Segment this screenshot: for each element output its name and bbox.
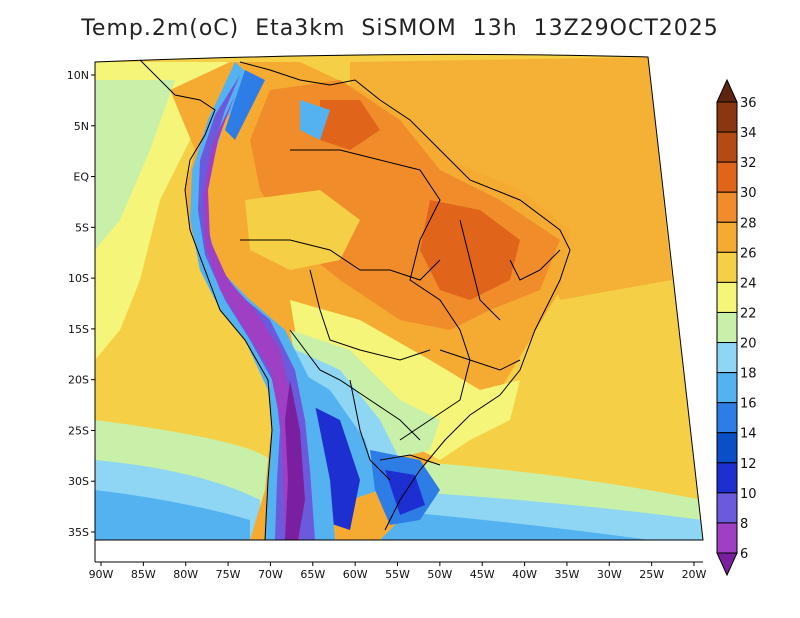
colorbar-bin [716,402,738,434]
colorbar-bin [716,492,738,524]
lat-tick-label: 15S [68,323,89,336]
colorbar-bin [716,281,738,313]
colorbar-bin [716,311,738,344]
colorbar-bin [716,101,738,133]
map-frame [94,53,704,541]
colorbar-bin [716,342,738,374]
colorbar-bin [716,131,738,163]
colorbar-bin [716,432,738,464]
longitude-ticks: 90W 85W 80W 75W 70W 65W 60W 55W 50W 45W 40W 35W 30W 2… [89,562,707,581]
colorbar-label: 32 [740,156,757,171]
latitude-ticks: 10N 5N EQ 5S 10S 15S 20S 25S 30S 35S [67,69,95,539]
lon-tick-label: 50W [427,568,452,581]
colorbar-bin [716,221,738,253]
lon-tick-label: 25W [639,568,664,581]
boundary-lines [139,59,571,541]
colorbar-label: 34 [740,126,757,141]
lon-tick-label: 60W [343,568,368,581]
colorbar-label: 24 [740,276,757,291]
colorbar-max-triangle [716,78,738,103]
lon-tick-label: 55W [385,568,410,581]
colorbar-label: 16 [740,397,757,412]
colorbar-label: 22 [740,306,757,321]
colorbar-label: 36 [740,96,757,111]
lon-tick-label: 30W [597,568,622,581]
colorbar-label: 26 [740,246,757,261]
lat-tick-label: 10S [68,272,89,285]
lat-tick-label: 20S [68,374,89,387]
lat-tick-label: 10N [67,69,89,82]
colorbar-bin [716,522,738,554]
colorbar-bin [716,462,738,494]
lat-tick-label: EQ [73,171,89,184]
map-title: Temp.2m(oC) Eta3km SiSMOM 13h 13Z29OCT20… [81,16,719,41]
lon-tick-label: 70W [258,568,283,581]
colorbar-label: 8 [740,517,748,532]
map-field [95,54,703,540]
colorbar-label: 10 [740,487,757,502]
colorbar-bin [716,251,738,283]
lon-tick-label: 45W [470,568,495,581]
lon-tick-label: 20W [682,568,707,581]
lat-tick-label: 35S [68,526,89,539]
lon-tick-label: 65W [300,568,325,581]
lon-tick-label: 40W [512,568,537,581]
colorbar-label: 12 [740,457,757,472]
colorbar-bin [716,191,738,223]
colorbar-bin [716,161,738,193]
colorbar-label: 18 [740,367,757,382]
colorbar-bin [716,372,738,404]
lon-tick-label: 85W [131,568,156,581]
lat-tick-label: 5N [74,120,89,133]
colorbar-label: 14 [740,427,757,442]
lon-tick-label: 90W [89,568,114,581]
colorbar-label: 28 [740,216,757,231]
colorbar: 6 8 10 12 14 16 18 20 22 24 26 28 30 32 34 36 [716,78,757,577]
lon-tick-label: 75W [216,568,241,581]
colorbar-label: 6 [740,547,748,562]
colorbar-label: 20 [740,337,757,352]
lon-tick-label: 35W [554,568,579,581]
colorbar-label: 30 [740,186,757,201]
lat-tick-label: 5S [75,221,89,234]
colorbar-min-triangle [716,552,738,577]
lat-tick-label: 25S [68,424,89,437]
lon-tick-label: 80W [173,568,198,581]
lat-tick-label: 30S [68,475,89,488]
